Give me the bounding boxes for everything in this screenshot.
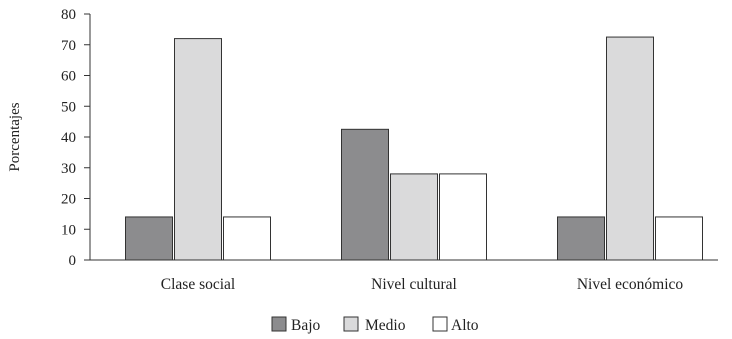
y-tick-label: 40 [61,130,76,146]
legend-label-medio: Medio [365,317,406,334]
y-axis-label: Porcentajes [7,102,23,171]
bar-medio-1 [174,38,222,261]
y-tick-label: 20 [61,192,76,208]
legend-swatch-bajo [271,316,287,332]
y-tick-label: 80 [61,7,76,23]
bar-bajo-1 [125,216,173,261]
bar-medio-2 [390,173,438,261]
legend-swatch-alto [432,316,448,332]
y-tick-label: 50 [61,99,76,115]
bars [125,36,703,261]
bar-bajo-3 [557,216,605,261]
y-tick-label: 60 [61,69,76,85]
x-axis: Clase social Nivel cultural Nivel económic… [90,259,718,293]
y-axis: 0 10 20 30 40 50 60 70 80 [61,7,91,269]
legend: Bajo Medio Alto [271,316,479,334]
legend-label-alto: Alto [451,317,479,334]
bar-alto-2 [439,173,487,261]
y-tick-label: 0 [69,253,77,269]
bar-alto-3 [655,216,703,261]
legend-label-bajo: Bajo [291,317,321,334]
y-tick-label: 10 [61,222,76,238]
bar-bajo-2 [341,128,389,261]
x-category-label: Clase social [161,276,235,293]
legend-swatch-medio [343,316,359,332]
bar-medio-3 [606,36,654,261]
bar-alto-1 [223,216,271,261]
x-category-label: Nivel cultural [371,276,457,293]
x-category-label: Nivel económico [577,276,684,293]
y-tick-label: 30 [61,161,76,177]
y-tick-label: 70 [61,38,76,54]
